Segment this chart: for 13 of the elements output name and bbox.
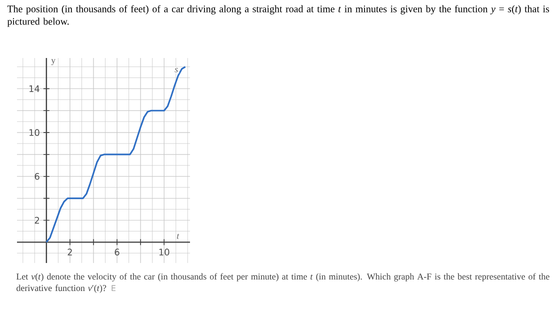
series-label: s: [174, 68, 178, 72]
x-tick-label: 2: [68, 248, 72, 256]
y-tick-label: 6: [34, 173, 40, 180]
text: Let v(t) denote the velocity of the car (in thousands of feet per minute) at time t (in minutes). Which graph A-F is the best representative of the: [16, 273, 550, 282]
x-tick-label: 10: [159, 248, 170, 256]
y-axis-title: y: [51, 59, 56, 66]
y-tick-label: 10: [29, 129, 40, 136]
x-axis-title: t: [177, 234, 180, 239]
text: derivative function v′(t)?: [16, 284, 106, 293]
y-tick-label: 2: [34, 216, 40, 224]
y-tick-label: 14: [29, 85, 40, 92]
x-tick-label: 6: [114, 248, 120, 256]
chart-title: The position (in thousands of feet) of a car driving along a straight road at time t in minutes is given by the function y = s(t) that is pictured below.: [7, 5, 550, 27]
